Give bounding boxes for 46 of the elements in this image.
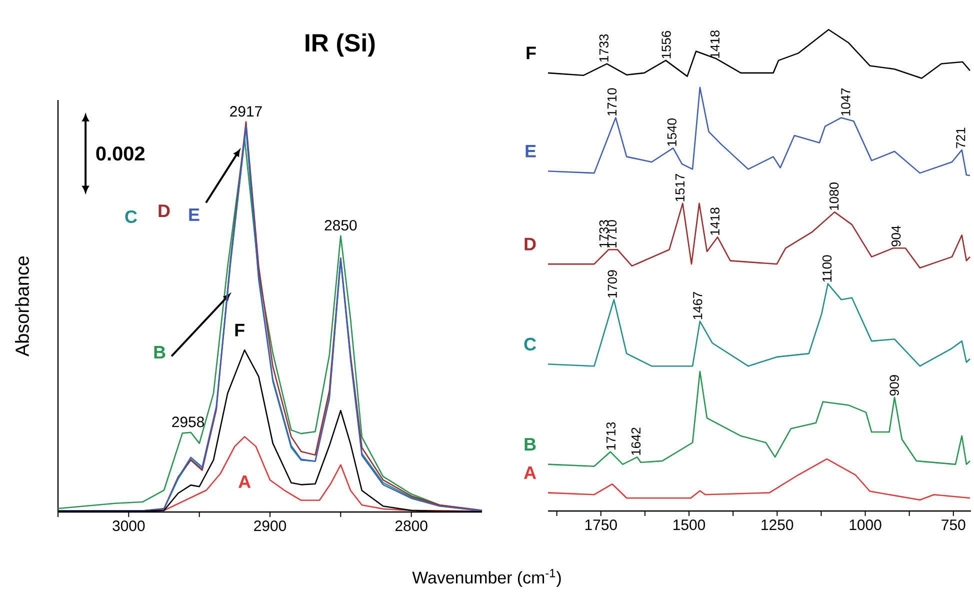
annotation: 909 bbox=[890, 375, 899, 396]
x-tick-label: 750 bbox=[942, 520, 966, 530]
annotation: 1733 bbox=[599, 34, 608, 62]
series-label: E bbox=[526, 144, 536, 158]
annotation: 1047 bbox=[841, 88, 850, 116]
series-label: B bbox=[524, 438, 536, 450]
series-label: D bbox=[524, 238, 536, 250]
annotation: 1710 bbox=[607, 220, 617, 248]
annotation: 2917 bbox=[230, 106, 262, 117]
annotation: 0.002 bbox=[96, 146, 144, 161]
annotation: 1517 bbox=[676, 174, 685, 202]
series-label: A bbox=[238, 476, 251, 488]
x-tick-label: 2900 bbox=[254, 520, 286, 532]
annotation: 1418 bbox=[710, 208, 720, 235]
x-tick-label: 1750 bbox=[585, 520, 617, 530]
annotation: 1100 bbox=[822, 255, 832, 282]
annotation: 904 bbox=[892, 226, 901, 246]
x-tick-label: 1000 bbox=[850, 520, 882, 530]
annotation: 2958 bbox=[172, 416, 204, 428]
chart-title: IR (Si) bbox=[306, 33, 375, 57]
x-tick-label: 2800 bbox=[395, 520, 428, 532]
annotation: 1556 bbox=[662, 30, 671, 58]
annotation: 1540 bbox=[667, 118, 676, 146]
series-label: F bbox=[526, 46, 536, 60]
annotation: 1642 bbox=[631, 428, 641, 455]
x-tick-label: 3000 bbox=[112, 520, 145, 532]
annotation: 1467 bbox=[693, 292, 702, 320]
annotation: 1418 bbox=[710, 30, 720, 58]
x-axis-title: Wavenumber (cm$^{-1}$) bbox=[412, 569, 561, 587]
series-label: E bbox=[189, 208, 200, 221]
annotation: 1080 bbox=[829, 182, 839, 210]
annotation: 1733 bbox=[599, 220, 608, 248]
y-axis-title: Absorbance bbox=[15, 256, 29, 356]
series-label: F bbox=[235, 324, 244, 336]
text: D bbox=[158, 204, 170, 218]
x-tick-label: 1500 bbox=[674, 520, 706, 530]
annotation: 2850 bbox=[324, 220, 357, 231]
x-tick-label: 1250 bbox=[762, 520, 794, 530]
series-label: C bbox=[524, 338, 536, 351]
text: C bbox=[125, 210, 137, 224]
annotation: 1709 bbox=[608, 270, 617, 298]
series-label: A bbox=[524, 466, 536, 479]
annotation: 1710 bbox=[607, 88, 617, 116]
text: B bbox=[154, 346, 166, 358]
annotation: 721 bbox=[956, 128, 966, 148]
annotation: 1713 bbox=[606, 422, 616, 450]
